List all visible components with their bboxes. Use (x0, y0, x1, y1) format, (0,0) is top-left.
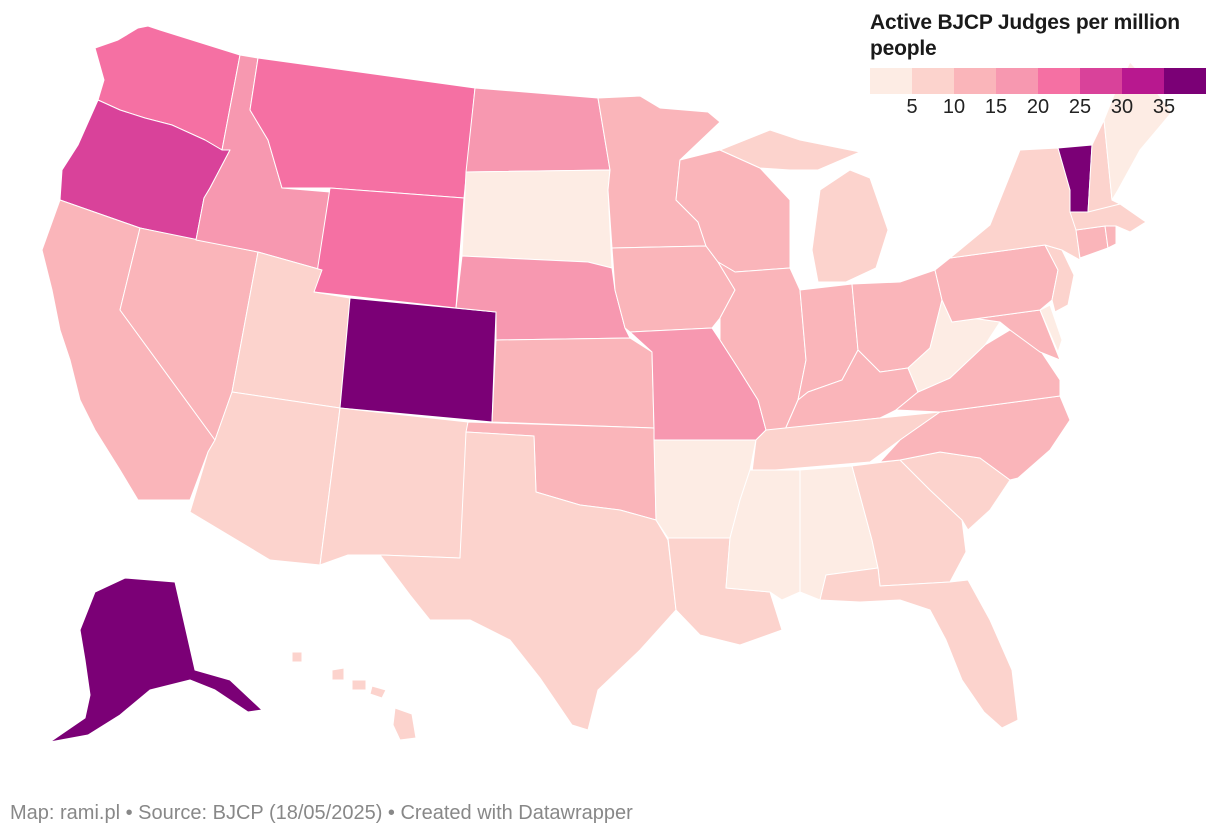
legend-swatch-4 (996, 68, 1038, 94)
legend-swatch-3 (954, 68, 996, 94)
legend-tick: 25 (1068, 96, 1092, 118)
state-north-carolina[interactable] (879, 395, 1071, 481)
state-montana[interactable] (249, 57, 476, 199)
state-vermont[interactable] (1057, 144, 1093, 213)
state-kansas[interactable] (491, 337, 655, 429)
legend-swatch-6 (1080, 68, 1122, 94)
legend-tick: 30 (1110, 96, 1134, 118)
state-alaska[interactable] (49, 577, 263, 743)
state-connecticut[interactable] (1075, 225, 1109, 259)
map-legend: Active BJCP Judges per million people 5 1… (870, 10, 1215, 120)
state-new-hampshire[interactable] (1087, 119, 1121, 213)
legend-tick: 20 (1026, 96, 1050, 118)
state-delaware[interactable] (1039, 304, 1063, 353)
state-colorado[interactable] (339, 297, 497, 423)
legend-title: Active BJCP Judges per million people (870, 11, 1180, 60)
state-hawaii[interactable] (291, 651, 417, 741)
legend-tick-labels: 5 10 15 20 25 30 35 (870, 94, 1215, 120)
legend-swatch-2 (912, 68, 954, 94)
source-footer: Map: rami.pl • Source: BJCP (18/05/2025)… (10, 802, 633, 824)
legend-tick: 10 (942, 96, 966, 118)
legend-swatch-8 (1164, 68, 1206, 94)
state-wyoming[interactable] (313, 187, 465, 309)
state-south-dakota[interactable] (461, 169, 613, 269)
state-texas[interactable] (379, 431, 677, 731)
state-florida[interactable] (819, 567, 1019, 729)
state-nebraska[interactable] (455, 255, 631, 341)
legend-swatch-7 (1122, 68, 1164, 94)
state-michigan[interactable] (719, 129, 889, 283)
state-new-jersey[interactable] (1044, 244, 1075, 313)
legend-swatch-5 (1038, 68, 1080, 94)
state-new-york[interactable] (949, 147, 1081, 261)
state-new-mexico[interactable] (319, 407, 469, 566)
legend-color-scale (870, 68, 1215, 94)
legend-tick: 15 (984, 96, 1008, 118)
legend-tick: 35 (1152, 96, 1176, 118)
legend-tick: 5 (906, 96, 918, 118)
state-north-dakota[interactable] (465, 87, 611, 173)
legend-swatch-1 (870, 68, 912, 94)
